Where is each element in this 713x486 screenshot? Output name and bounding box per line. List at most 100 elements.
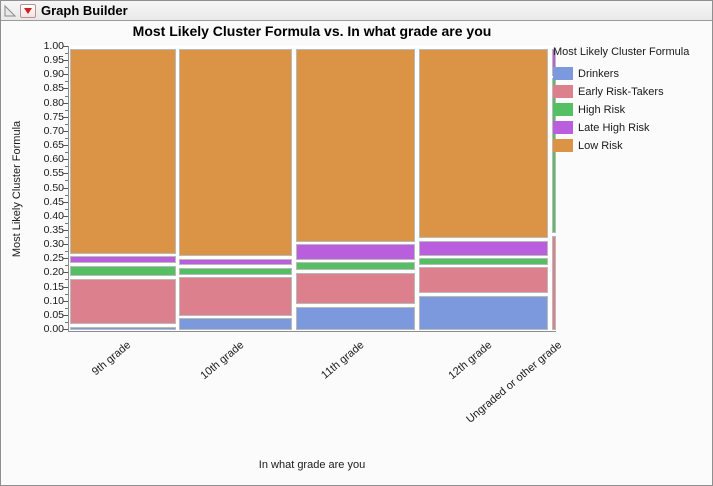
legend-title: Most Likely Cluster Formula: [553, 46, 690, 58]
mosaic-segment[interactable]: [296, 262, 416, 271]
y-tick-label: 0.45: [43, 195, 64, 208]
y-tick-label: 0.60: [43, 153, 64, 166]
legend: Most Likely Cluster Formula Drinkers Earl…: [553, 46, 711, 157]
mosaic-segment[interactable]: [179, 258, 293, 266]
y-tick-mark: [63, 258, 68, 260]
legend-label: High Risk: [578, 103, 626, 116]
legend-item-drinkers[interactable]: Drinkers: [553, 67, 711, 80]
y-minor-tick-mark: [65, 222, 68, 224]
legend-swatch: [553, 121, 573, 134]
y-tick-mark: [63, 173, 68, 175]
y-tick-label: 1.00: [43, 40, 64, 52]
mosaic-column-12th-grade: [418, 46, 549, 331]
mosaic-segment[interactable]: [296, 48, 416, 242]
x-axis-title: In what grade are you: [258, 459, 366, 471]
mosaic-segment[interactable]: [70, 278, 176, 325]
report-titlebar: Graph Builder: [1, 1, 712, 21]
y-tick-label: 0.80: [43, 96, 64, 109]
y-tick-mark: [63, 159, 68, 161]
mosaic-segment[interactable]: [179, 48, 293, 257]
mosaic-segment[interactable]: [418, 240, 549, 256]
x-category-label: 12th grade: [446, 339, 495, 383]
mosaic-segment[interactable]: [418, 258, 549, 265]
y-minor-tick-mark: [65, 137, 68, 139]
y-axis-title: Most Likely Cluster Formula: [11, 120, 23, 258]
y-minor-tick-mark: [65, 321, 68, 323]
mosaic-segment[interactable]: [70, 256, 176, 264]
y-minor-tick-mark: [65, 265, 68, 267]
y-minor-tick-mark: [65, 237, 68, 239]
y-tick-label: 0.30: [43, 238, 64, 251]
y-tick-mark: [63, 300, 68, 302]
mosaic-column-10th-grade: [179, 46, 293, 331]
y-tick-label: 0.75: [43, 110, 64, 123]
mosaic-segment[interactable]: [296, 306, 416, 330]
legend-swatch: [553, 103, 573, 116]
legend-item-low-risk[interactable]: Low Risk: [553, 139, 711, 152]
y-tick-mark: [63, 329, 68, 330]
y-tick-label: 0.90: [43, 68, 64, 81]
y-minor-tick-mark: [65, 152, 68, 154]
legend-swatch: [553, 85, 573, 98]
legend-label: Early Risk-Takers: [578, 85, 664, 98]
legend-item-early-risk-takers[interactable]: Early Risk-Takers: [553, 85, 711, 98]
y-tick-mark: [63, 74, 68, 76]
y-tick-mark: [63, 116, 68, 118]
y-tick-label: 0.65: [43, 139, 64, 152]
x-category-label: 11th grade: [319, 339, 367, 382]
mosaic-segment[interactable]: [418, 295, 549, 330]
disclosure-triangle-icon[interactable]: [3, 4, 17, 18]
mosaic-segment[interactable]: [70, 326, 176, 330]
chart-title: Most Likely Cluster Formula vs. In what …: [132, 23, 492, 39]
y-tick-mark: [63, 215, 68, 217]
mosaic-segment[interactable]: [70, 48, 176, 254]
legend-swatch: [553, 67, 573, 80]
mosaic-segment[interactable]: [179, 267, 293, 275]
y-tick-mark: [63, 187, 68, 189]
y-tick-mark: [63, 229, 68, 231]
y-tick-mark: [63, 46, 68, 47]
y-tick-mark: [63, 201, 68, 203]
y-tick-label: 0.40: [43, 209, 64, 222]
y-tick-label: 0.20: [43, 266, 64, 279]
mosaic-column-11th-grade: [296, 46, 416, 331]
y-tick-label: 0.50: [43, 181, 64, 194]
mosaic-segment[interactable]: [551, 235, 556, 330]
mosaic-segment[interactable]: [418, 267, 549, 294]
y-tick-mark: [63, 145, 68, 147]
x-category-label: 9th grade: [90, 339, 134, 379]
mosaic-segment[interactable]: [418, 48, 549, 239]
y-tick-mark: [63, 88, 68, 90]
y-tick-label: 0.15: [43, 280, 64, 293]
y-minor-tick-mark: [65, 109, 68, 111]
y-tick-mark: [63, 130, 68, 132]
legend-swatch: [553, 139, 573, 152]
y-minor-tick-mark: [65, 251, 68, 253]
y-minor-tick-mark: [65, 307, 68, 309]
plot-area: [68, 46, 556, 332]
y-tick-label: 0.70: [43, 124, 64, 137]
y-minor-tick-mark: [65, 67, 68, 69]
y-tick-label: 0.85: [43, 82, 64, 95]
y-minor-tick-mark: [65, 166, 68, 168]
legend-item-late-high-risk[interactable]: Late High Risk: [553, 121, 711, 134]
x-category-label: 10th grade: [198, 339, 247, 383]
y-tick-label: 0.95: [43, 54, 64, 67]
y-minor-tick-mark: [65, 95, 68, 97]
y-minor-tick-mark: [65, 208, 68, 210]
mosaic-segment[interactable]: [296, 244, 416, 260]
legend-label: Low Risk: [578, 139, 623, 152]
y-tick-mark: [63, 60, 68, 62]
y-tick-mark: [63, 102, 68, 104]
legend-label: Late High Risk: [578, 121, 650, 134]
legend-item-high-risk[interactable]: High Risk: [553, 103, 711, 116]
mosaic-segment[interactable]: [179, 318, 293, 330]
red-triangle-menu-icon[interactable]: [20, 3, 36, 18]
mosaic-segment[interactable]: [70, 265, 176, 277]
y-tick-label: 0.55: [43, 167, 64, 180]
y-minor-tick-mark: [65, 81, 68, 83]
mosaic-segment[interactable]: [179, 277, 293, 316]
mosaic-column-9th-grade: [70, 46, 176, 331]
mosaic-segment[interactable]: [296, 272, 416, 305]
